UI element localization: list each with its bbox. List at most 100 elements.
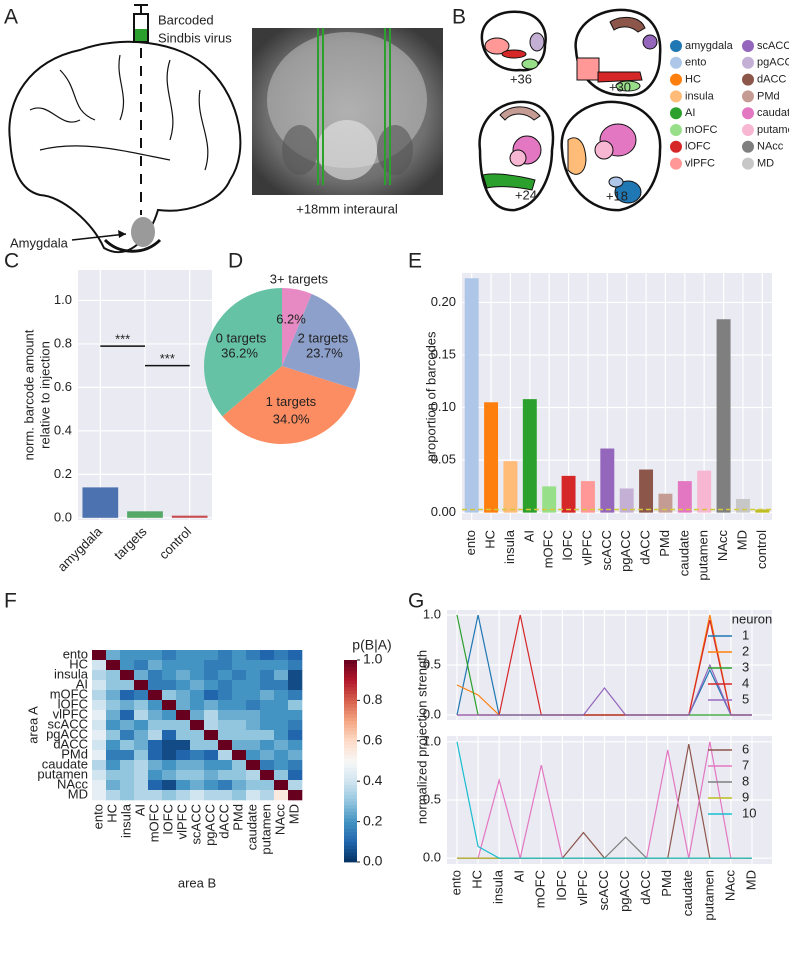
heatmap-cell [106, 680, 121, 691]
heatmap-cell [274, 730, 289, 741]
heatmap-cell [134, 690, 149, 701]
heatmap-cell [288, 790, 303, 801]
colorbar-step [344, 707, 357, 711]
y-tick-label: 0.0 [54, 509, 72, 524]
legend-label: 7 [742, 757, 749, 772]
colorbar-step [344, 784, 357, 789]
heatmap-cell [232, 730, 247, 741]
panel-letter: C [4, 250, 19, 273]
heatmap-cell [288, 700, 303, 711]
colorbar-step [344, 754, 357, 759]
sulci [29, 54, 209, 171]
x-tick-label: vlPFC [579, 530, 594, 565]
heatmap-cell [288, 690, 303, 701]
arrow-head [118, 230, 126, 238]
heatmap-cell [190, 790, 205, 801]
colorbar-step [344, 730, 357, 735]
heatmap-cell [148, 730, 163, 741]
heatmap-cell [106, 750, 121, 761]
heatmap-cell [162, 790, 177, 801]
x-tick-label: pgACC [617, 870, 632, 912]
bar [580, 481, 595, 513]
panel-letter: D [228, 250, 243, 273]
legend-swatch [742, 73, 754, 86]
heatmap-cell [176, 690, 191, 701]
bar [716, 319, 731, 513]
x-tick-label: ento [463, 530, 478, 555]
heatmap-cell [288, 660, 303, 671]
heatmap-cell [246, 650, 261, 661]
heatmap-cell [274, 670, 289, 681]
legend-label: 5 [742, 691, 749, 706]
heatmap-cell [218, 650, 233, 661]
x-tick-label: insula [502, 529, 517, 564]
heatmap-cell [176, 710, 191, 721]
column-label: NAcc [272, 804, 287, 836]
x-tick-label: dACC [638, 530, 653, 565]
heatmap-cell [246, 760, 261, 771]
legend-label: 10 [742, 805, 756, 820]
colorbar-step [344, 737, 357, 742]
heatmap-cell [176, 750, 191, 761]
colorbar-step [344, 774, 357, 779]
legend-label: lOFC [685, 141, 711, 153]
heatmap-cell [120, 790, 135, 801]
x-tick-label: mOFC [533, 870, 548, 908]
heatmap-cell [232, 670, 247, 681]
heatmap-cell [134, 660, 149, 671]
colorbar-step [344, 717, 357, 721]
column-label: caudate [244, 804, 259, 850]
bar [677, 481, 692, 513]
colorbar-step [344, 663, 357, 668]
colorbar-step [344, 660, 357, 664]
heatmap-cell [120, 670, 135, 681]
heatmap-cell [92, 650, 107, 661]
heatmap-cell [134, 750, 149, 761]
syringe [133, 4, 149, 43]
colorbar-step [344, 848, 357, 853]
slice-value-label: 23.7% [306, 346, 343, 361]
colorbar-step [344, 824, 357, 829]
heatmap-cell [134, 780, 149, 791]
heatmap-cell [190, 750, 205, 761]
bar [755, 509, 770, 513]
y-tick-label: 0.8 [54, 335, 72, 350]
heatmap-cell [204, 650, 219, 661]
x-tick-label: lOFC [554, 870, 569, 900]
target-label: Amygdala [10, 235, 69, 250]
heatmap-cell [92, 700, 107, 711]
brain-sections [478, 8, 662, 212]
legend-label: insula [685, 90, 715, 102]
column-label: dACC [216, 804, 231, 839]
slice-label: 0 targets [216, 330, 267, 345]
heatmap-cell [134, 760, 149, 771]
heatmap-cell [232, 720, 247, 731]
virus-label: Barcoded [158, 12, 214, 27]
heatmap-cell [120, 730, 135, 741]
colorbar-tick-label: 0.0 [363, 853, 383, 869]
x-tick-label: control [754, 530, 769, 569]
line-series [457, 614, 752, 716]
colorbar-step [344, 808, 357, 812]
pie-slice [222, 366, 357, 445]
heatmap-cell [120, 770, 135, 781]
heatmap-cell [190, 710, 205, 721]
heatmap-cell [176, 780, 191, 791]
legend-label: scACC [757, 40, 789, 52]
image-label: +18mm interaural [296, 201, 398, 216]
heatmap-cell [260, 750, 275, 761]
heatmap-cell [176, 700, 191, 711]
heatmap-cell [246, 680, 261, 691]
bar [171, 515, 208, 518]
temporal-pole [103, 238, 162, 253]
x-tick-label: AI [521, 530, 536, 542]
colorbar-step [344, 858, 357, 863]
heatmap-cell [288, 750, 303, 761]
row-label: MD [68, 786, 88, 801]
heatmap-cell [176, 740, 191, 751]
heatmap-cell [106, 720, 121, 731]
heatmap-cell [106, 730, 121, 741]
legend-label: amygdala [685, 40, 734, 52]
colorbar-tick-label: 0.4 [363, 772, 383, 788]
line-series [457, 663, 752, 716]
